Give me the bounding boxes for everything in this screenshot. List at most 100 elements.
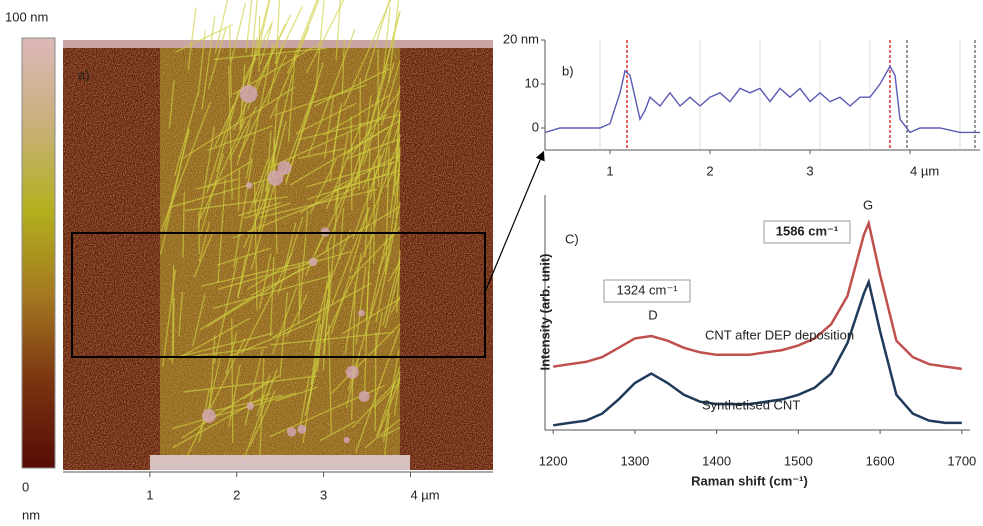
fiber [350, 131, 373, 196]
fiber [191, 292, 206, 347]
fiber [387, 162, 401, 260]
series-line [553, 277, 962, 427]
fiber [217, 250, 352, 290]
fiber [382, 349, 400, 443]
fiber [168, 332, 274, 360]
fiber [168, 80, 175, 129]
fiber [216, 247, 271, 266]
fiber [298, 147, 345, 160]
x-axis-label: Raman shift (cm⁻¹) [691, 473, 808, 488]
colorbar [21, 37, 56, 469]
fiber [214, 0, 229, 54]
fiber [172, 298, 175, 356]
particle [286, 427, 297, 437]
fiber [240, 37, 259, 129]
annotation-box [603, 279, 691, 303]
y-axis-label: Intensity (arb. unit) [537, 254, 552, 371]
afm-texture [63, 40, 493, 470]
fiber [269, 26, 310, 120]
fiber [382, 257, 401, 326]
fiber [297, 113, 401, 141]
x-tick-label: 3 [320, 487, 327, 502]
fiber [199, 120, 246, 220]
fiber [264, 74, 294, 192]
fiber [374, 332, 377, 431]
fiber [352, 147, 386, 239]
fiber [228, 65, 233, 200]
fiber [315, 0, 325, 94]
series-line [544, 64, 980, 134]
x-tick-label: 1700 [947, 453, 976, 468]
fiber [193, 230, 214, 278]
fiber [286, 294, 308, 337]
fiber [259, 24, 273, 65]
fiber [329, 108, 341, 183]
fiber [375, 366, 401, 438]
fiber [200, 258, 318, 287]
fiber [355, 327, 401, 453]
fiber [250, 182, 276, 270]
series-line [553, 219, 962, 371]
fiber [175, 24, 233, 53]
fiber [282, 83, 318, 176]
fiber [243, 369, 278, 458]
fiber [310, 314, 322, 386]
afm-top-edge [63, 40, 493, 48]
fiber [237, 168, 241, 211]
x-tick-label: 1500 [784, 453, 813, 468]
fiber [388, 0, 400, 83]
fiber [259, 356, 265, 455]
x-tick-label: 4 µm [910, 163, 939, 178]
x-tick-label: 1 [146, 487, 153, 502]
fiber [185, 338, 246, 458]
fiber [306, 0, 345, 73]
fiber [216, 89, 240, 172]
y-tick-label: 10 [525, 75, 539, 90]
annotation-box [763, 220, 851, 244]
fiber [233, 14, 292, 131]
fiber [269, 331, 395, 346]
fiber [324, 152, 362, 253]
particle [343, 436, 350, 444]
y-tick-label: 0 [532, 119, 539, 134]
fiber [323, 97, 334, 159]
fiber [392, 119, 401, 144]
particle [239, 84, 258, 103]
fiber [354, 63, 389, 185]
fiber [275, 0, 281, 65]
raman-panel: 1200 1300 1400 1500 1600 1700 C) Raman shift (c… [537, 195, 976, 488]
particle [345, 365, 359, 379]
particle [201, 408, 216, 423]
fiber [373, 381, 401, 409]
x-tick-label: 1 [606, 163, 613, 178]
x-tick-label: 1200 [539, 453, 568, 468]
fiber [183, 375, 318, 393]
fiber [350, 226, 401, 279]
fiber [169, 174, 284, 209]
particle [277, 160, 292, 175]
fiber [181, 381, 267, 439]
y-tick-label: 20 nm [503, 31, 539, 46]
particle [246, 402, 255, 410]
fiber [212, 275, 332, 310]
profile-panel: 1 2 3 4 µm 0 10 20 nm b) [503, 31, 980, 178]
colorbar-min-label: 0 [22, 479, 29, 494]
fiber [199, 295, 254, 331]
fiber [374, 131, 391, 226]
fiber [355, 266, 367, 345]
fiber [345, 138, 401, 160]
panel-label: a) [78, 67, 90, 82]
fiber [274, 6, 303, 64]
fiber [217, 178, 226, 283]
fiber [287, 53, 296, 142]
fiber [384, 266, 401, 329]
peak-label: G [863, 197, 873, 212]
fiber [295, 102, 357, 135]
fiber [396, 250, 401, 313]
fiber [271, 104, 278, 175]
fiber [322, 271, 331, 371]
fiber [333, 133, 349, 212]
fiber [389, 133, 401, 219]
fiber [341, 39, 345, 95]
